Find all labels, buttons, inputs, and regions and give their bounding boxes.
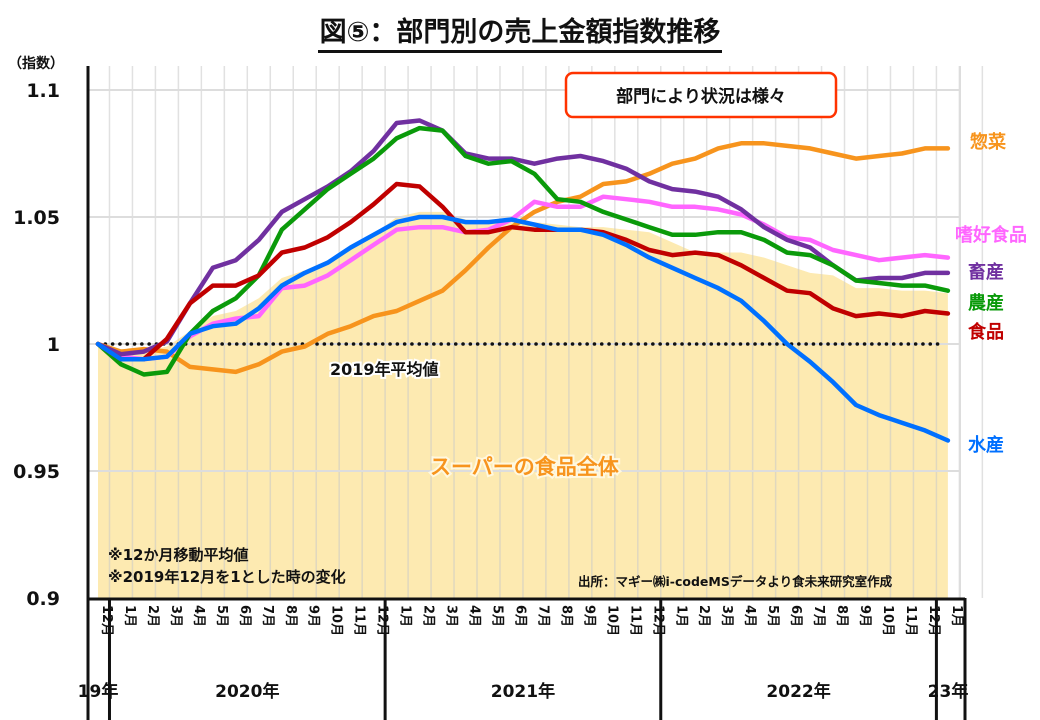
reference-line-label: 2019年平均値 xyxy=(330,360,439,379)
x-tick-month: 8月 xyxy=(283,605,298,627)
series-line-0 xyxy=(95,141,951,375)
x-tick-month: 7月 xyxy=(811,605,826,627)
x-tick-month: 6月 xyxy=(237,605,252,627)
x-tick-month: 10月 xyxy=(329,605,344,636)
callout-text: 部門により状況は様々 xyxy=(616,86,786,107)
chart-title: 図⑤：部門別の売上金額指数推移 xyxy=(0,10,1040,53)
series-line-1 xyxy=(95,194,951,362)
callout-box xyxy=(564,71,838,119)
x-tick-month: 8月 xyxy=(834,605,849,627)
series-line-2 xyxy=(95,118,951,357)
x-tick-month: 8月 xyxy=(558,605,573,627)
y-axis-label: （指数） xyxy=(8,55,64,72)
x-tick-month: 12月 xyxy=(99,605,114,636)
x-tick-year: 23年 xyxy=(928,681,969,702)
x-tick-year: 2020年 xyxy=(215,681,279,702)
x-tick-month: 11月 xyxy=(352,605,367,636)
x-tick-month: 1月 xyxy=(673,605,688,627)
x-tick-month: 2月 xyxy=(145,605,160,627)
series-label-1: 嗜好食品 xyxy=(955,224,1027,246)
x-tick-month: 9月 xyxy=(306,605,321,627)
x-tick-month: 1月 xyxy=(949,605,964,627)
x-tick-month: 11月 xyxy=(627,605,642,636)
footnote: ※2019年12月を1とした時の変化 xyxy=(108,568,346,586)
x-tick-month: 6月 xyxy=(512,605,527,627)
x-tick-month: 2月 xyxy=(696,605,711,627)
y-tick-label: 1 xyxy=(47,334,60,356)
x-tick-month: 1月 xyxy=(398,605,413,627)
y-tick-label: 0.95 xyxy=(13,461,60,483)
x-tick-month: 9月 xyxy=(857,605,872,627)
x-tick-month: 5月 xyxy=(765,605,780,627)
x-tick-month: 5月 xyxy=(214,605,229,627)
x-tick-month: 5月 xyxy=(489,605,504,627)
x-tick-month: 7月 xyxy=(535,605,550,627)
area-label: スーパーの食品全体 xyxy=(430,455,620,479)
x-tick-month: 11月 xyxy=(903,605,918,636)
footnote: ※12か月移動平均値 xyxy=(108,546,248,564)
x-tick-month: 4月 xyxy=(742,605,757,627)
x-tick-year: 19年 xyxy=(78,681,119,702)
series-label-5: 水産 xyxy=(968,434,1004,456)
x-tick-month: 12月 xyxy=(375,605,390,636)
x-tick-month: 3月 xyxy=(444,605,459,627)
chart-title-text: 図⑤：部門別の売上金額指数推移 xyxy=(317,17,723,53)
x-tick-year: 2022年 xyxy=(766,681,830,702)
x-tick-month: 10月 xyxy=(604,605,619,636)
y-tick-label: 1.1 xyxy=(26,80,60,102)
x-tick-year: 2021年 xyxy=(491,681,555,702)
series-line-4 xyxy=(95,181,951,362)
source-note: 出所：マギー㈱i-codeMSデータより食未来研究室作成 xyxy=(578,574,893,589)
series-label-0: 惣菜 xyxy=(970,131,1006,153)
x-tick-month: 6月 xyxy=(788,605,803,627)
x-tick-month: 2月 xyxy=(421,605,436,627)
x-tick-month: 7月 xyxy=(260,605,275,627)
series-line-5 xyxy=(95,214,951,443)
y-tick-label: 0.9 xyxy=(26,588,60,610)
x-tick-month: 1月 xyxy=(122,605,137,627)
y-tick-label: 1.05 xyxy=(13,207,60,229)
series-label-4: 食品 xyxy=(967,321,1004,343)
x-tick-month: 3月 xyxy=(719,605,734,627)
series-label-2: 畜産 xyxy=(968,261,1004,283)
x-tick-month: 9月 xyxy=(581,605,596,627)
x-tick-month: 12月 xyxy=(650,605,665,636)
series-line-3 xyxy=(95,125,951,377)
x-tick-month: 10月 xyxy=(880,605,895,636)
x-tick-month: 3月 xyxy=(168,605,183,627)
series-label-3: 農産 xyxy=(968,292,1004,314)
x-tick-month: 12月 xyxy=(926,605,941,636)
x-tick-month: 4月 xyxy=(467,605,482,627)
x-tick-month: 4月 xyxy=(191,605,206,627)
